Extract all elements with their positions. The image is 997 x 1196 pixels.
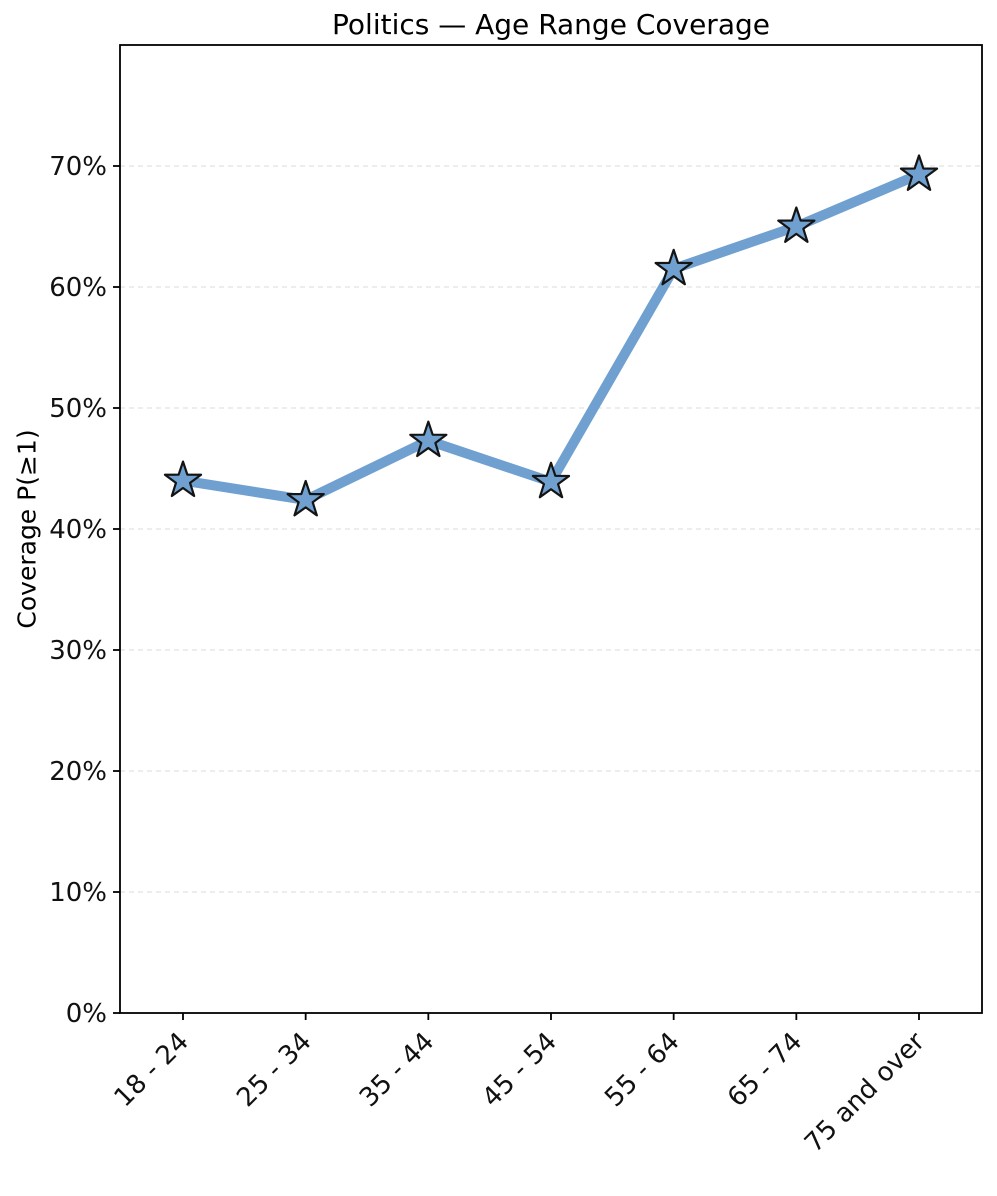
y-tick-label: 0% <box>66 999 107 1029</box>
y-tick-label: 30% <box>49 636 107 666</box>
x-tick-label: 65 - 74 <box>722 1027 808 1113</box>
x-tick-label: 55 - 64 <box>599 1027 685 1113</box>
chart-title: Politics — Age Range Coverage <box>332 8 770 41</box>
x-tick-label: 18 - 24 <box>109 1027 195 1113</box>
x-tick-label: 25 - 34 <box>231 1027 317 1113</box>
y-tick-label: 10% <box>49 878 107 908</box>
y-tick-label: 70% <box>49 152 107 182</box>
y-tick-label: 40% <box>49 515 107 545</box>
data-point-star-marker <box>409 420 448 458</box>
data-point-star-marker <box>654 248 693 286</box>
x-tick-label: 35 - 44 <box>354 1027 440 1113</box>
data-point-star-marker <box>777 206 816 243</box>
data-point-star-marker <box>286 479 325 517</box>
y-tick-label: 20% <box>49 757 107 787</box>
y-tick-label: 60% <box>49 273 107 303</box>
data-point-star-marker <box>899 154 939 191</box>
x-tick-label: 45 - 54 <box>477 1027 563 1113</box>
y-tick-label: 50% <box>49 394 107 424</box>
data-point-star-marker <box>531 461 571 499</box>
x-tick-label: 75 and over <box>799 1027 931 1159</box>
data-point-star-marker <box>163 460 203 498</box>
